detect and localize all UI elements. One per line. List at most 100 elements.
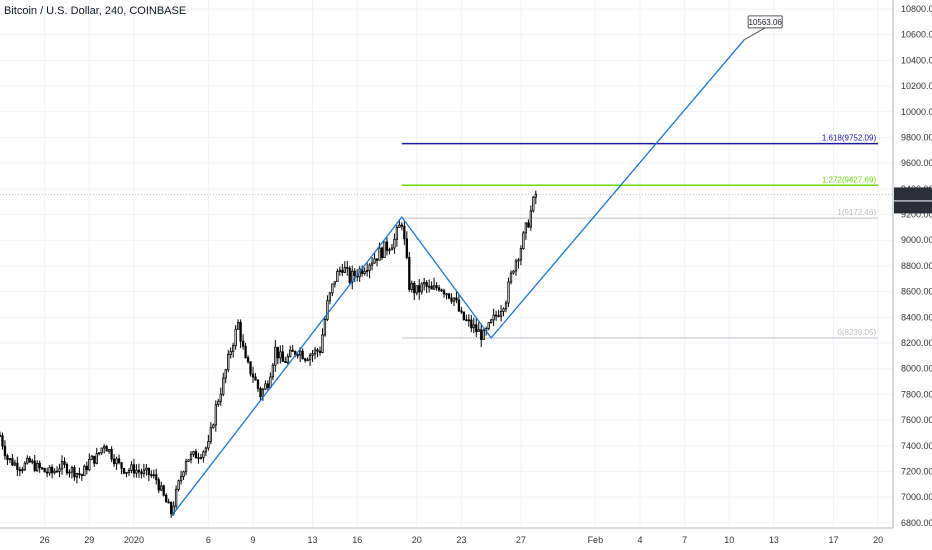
candle-body: [217, 400, 220, 405]
candle-body: [147, 467, 150, 476]
candle-body: [125, 471, 128, 474]
candle-body: [78, 473, 81, 475]
candle-body: [504, 302, 508, 310]
candle-body: [480, 329, 483, 340]
candle-body: [460, 310, 463, 313]
candle-body: [236, 321, 240, 330]
candle-body: [177, 480, 180, 490]
candle-body: [110, 449, 113, 460]
candle-body: [167, 501, 170, 504]
candle-body: [122, 467, 126, 474]
candle-body: [234, 328, 237, 347]
fib-level-label: 1.272(9427.69): [822, 175, 877, 184]
candle-body: [502, 308, 505, 312]
candle-body: [95, 453, 98, 464]
candle-body: [363, 271, 366, 274]
fib-level-label: 1.618(9752.09): [822, 134, 877, 143]
candle-body: [289, 349, 292, 357]
candle-body: [6, 455, 9, 461]
candle-body: [192, 451, 195, 455]
price-tags: 10563.06 9356.55 02:54:46: [0, 15, 932, 214]
candle-body: [445, 293, 448, 296]
candle-body: [415, 285, 418, 294]
candle-body: [276, 346, 279, 359]
y-tick-label: 8200.00: [901, 338, 932, 348]
y-tick-label: 10800.00: [901, 4, 932, 14]
candle-body: [120, 462, 123, 469]
candle-body: [1, 435, 4, 447]
candle-body: [254, 376, 257, 381]
candle-body: [229, 351, 232, 355]
candle-body: [492, 314, 495, 321]
candle-body: [497, 315, 500, 317]
candle-body: [452, 297, 456, 302]
candle-body: [455, 297, 458, 301]
candle-body: [13, 462, 17, 466]
candle-body: [393, 238, 396, 249]
candle-body: [296, 354, 299, 357]
candle-body: [303, 358, 307, 361]
y-tick-label: 8000.00: [901, 364, 932, 374]
candle-body: [400, 224, 404, 227]
candle-body: [130, 464, 133, 471]
x-tick-label: 17: [828, 535, 838, 545]
candle-body: [194, 451, 198, 459]
candle-body: [413, 282, 416, 294]
y-tick-label: 10600.00: [901, 30, 932, 40]
candle-body: [326, 300, 329, 320]
candle-body: [75, 473, 79, 478]
y-tick-label: 7800.00: [901, 389, 932, 399]
x-tick-label: 27: [516, 535, 526, 545]
candle-body: [472, 324, 475, 329]
candle-body: [306, 359, 309, 362]
x-tick-label: 16: [352, 535, 362, 545]
candle-body: [199, 457, 203, 459]
candle-body: [127, 470, 131, 473]
candle-body: [140, 471, 143, 475]
candle-body: [83, 465, 86, 477]
candle-body: [522, 232, 525, 250]
candle-body: [323, 319, 327, 336]
candle-body: [182, 471, 185, 478]
x-tick-label: Feb: [588, 535, 604, 545]
candle-body: [239, 321, 242, 342]
x-tick-label: 10: [724, 535, 734, 545]
countdown-text: 02:54:46: [897, 202, 932, 212]
candle-body: [68, 471, 71, 474]
candle-body: [209, 427, 212, 442]
candle-body: [457, 299, 461, 312]
candle-body: [465, 319, 468, 322]
zigzag-pattern: [170, 39, 745, 517]
candle-body: [494, 314, 498, 317]
candle-body: [33, 460, 36, 472]
candle-body: [477, 329, 480, 332]
candle-body: [380, 247, 384, 258]
candle-body: [142, 469, 146, 475]
fib-level-label: 0(8239.05): [837, 328, 876, 337]
candle-body: [0, 435, 2, 437]
chart-title: Bitcoin / U.S. Dollar, 240, COINBASE: [4, 5, 187, 17]
candle-body: [21, 469, 24, 472]
candle-body: [430, 285, 433, 290]
candle-body: [93, 455, 96, 464]
candle-body: [170, 502, 173, 515]
candle-body: [219, 393, 222, 402]
candle-body: [137, 469, 141, 473]
candle-body: [408, 257, 411, 290]
candle-body: [249, 361, 252, 375]
candle-body: [187, 459, 190, 462]
candle-body: [36, 462, 39, 472]
candle-body: [390, 247, 394, 251]
y-tick-label: 9000.00: [901, 235, 932, 245]
candle-body: [331, 283, 334, 294]
candle-body: [470, 319, 473, 329]
candle-body: [517, 259, 520, 262]
candle-body: [519, 248, 523, 261]
candle-body: [224, 369, 227, 379]
candle-body: [532, 196, 535, 212]
candle-body: [241, 340, 245, 347]
x-tick-label: 2020: [124, 535, 144, 545]
candle-body: [202, 451, 205, 458]
candle-body: [179, 476, 183, 482]
